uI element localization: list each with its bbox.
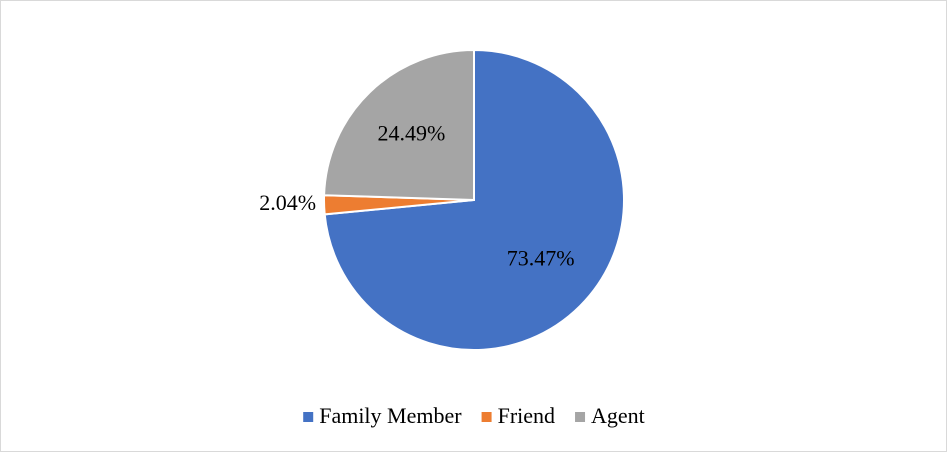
data-label: 73.47%	[507, 246, 575, 271]
legend-label: Agent	[591, 403, 645, 428]
pie-slice	[323, 48, 475, 202]
data-label: 24.49%	[377, 120, 445, 145]
legend-label: Family Member	[319, 403, 462, 428]
legend-marker	[575, 412, 586, 422]
legend-marker	[303, 412, 314, 422]
data-label: 2.04%	[259, 190, 316, 215]
legend-label: Friend	[498, 403, 555, 428]
legend-marker	[481, 412, 492, 422]
